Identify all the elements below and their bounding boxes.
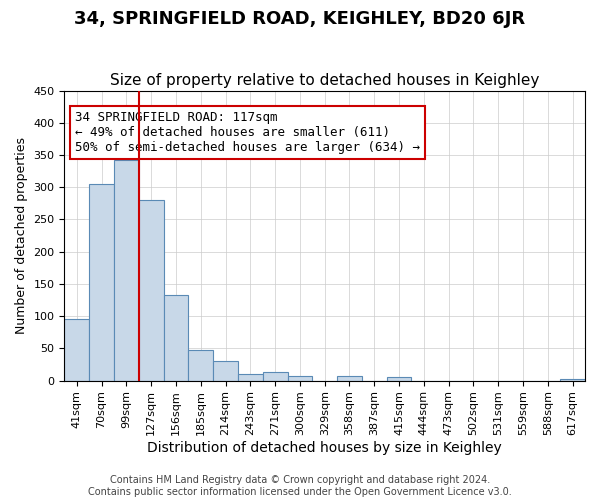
Bar [89, 184, 114, 380]
Text: 34 SPRINGFIELD ROAD: 117sqm
← 49% of detached houses are smaller (611)
50% of se: 34 SPRINGFIELD ROAD: 117sqm ← 49% of det… [75, 111, 420, 154]
Bar [114, 160, 139, 380]
Bar [139, 200, 164, 380]
Bar [287, 376, 313, 380]
Bar [164, 295, 188, 380]
Bar [213, 360, 238, 380]
Y-axis label: Number of detached properties: Number of detached properties [15, 137, 28, 334]
Text: Contains HM Land Registry data © Crown copyright and database right 2024.
Contai: Contains HM Land Registry data © Crown c… [88, 476, 512, 497]
Title: Size of property relative to detached houses in Keighley: Size of property relative to detached ho… [110, 73, 539, 88]
Text: 34, SPRINGFIELD ROAD, KEIGHLEY, BD20 6JR: 34, SPRINGFIELD ROAD, KEIGHLEY, BD20 6JR [74, 10, 526, 28]
X-axis label: Distribution of detached houses by size in Keighley: Distribution of detached houses by size … [148, 441, 502, 455]
Bar [560, 378, 585, 380]
Bar [238, 374, 263, 380]
Bar [263, 372, 287, 380]
Bar [386, 378, 412, 380]
Bar [188, 350, 213, 380]
Bar [64, 320, 89, 380]
Bar [337, 376, 362, 380]
